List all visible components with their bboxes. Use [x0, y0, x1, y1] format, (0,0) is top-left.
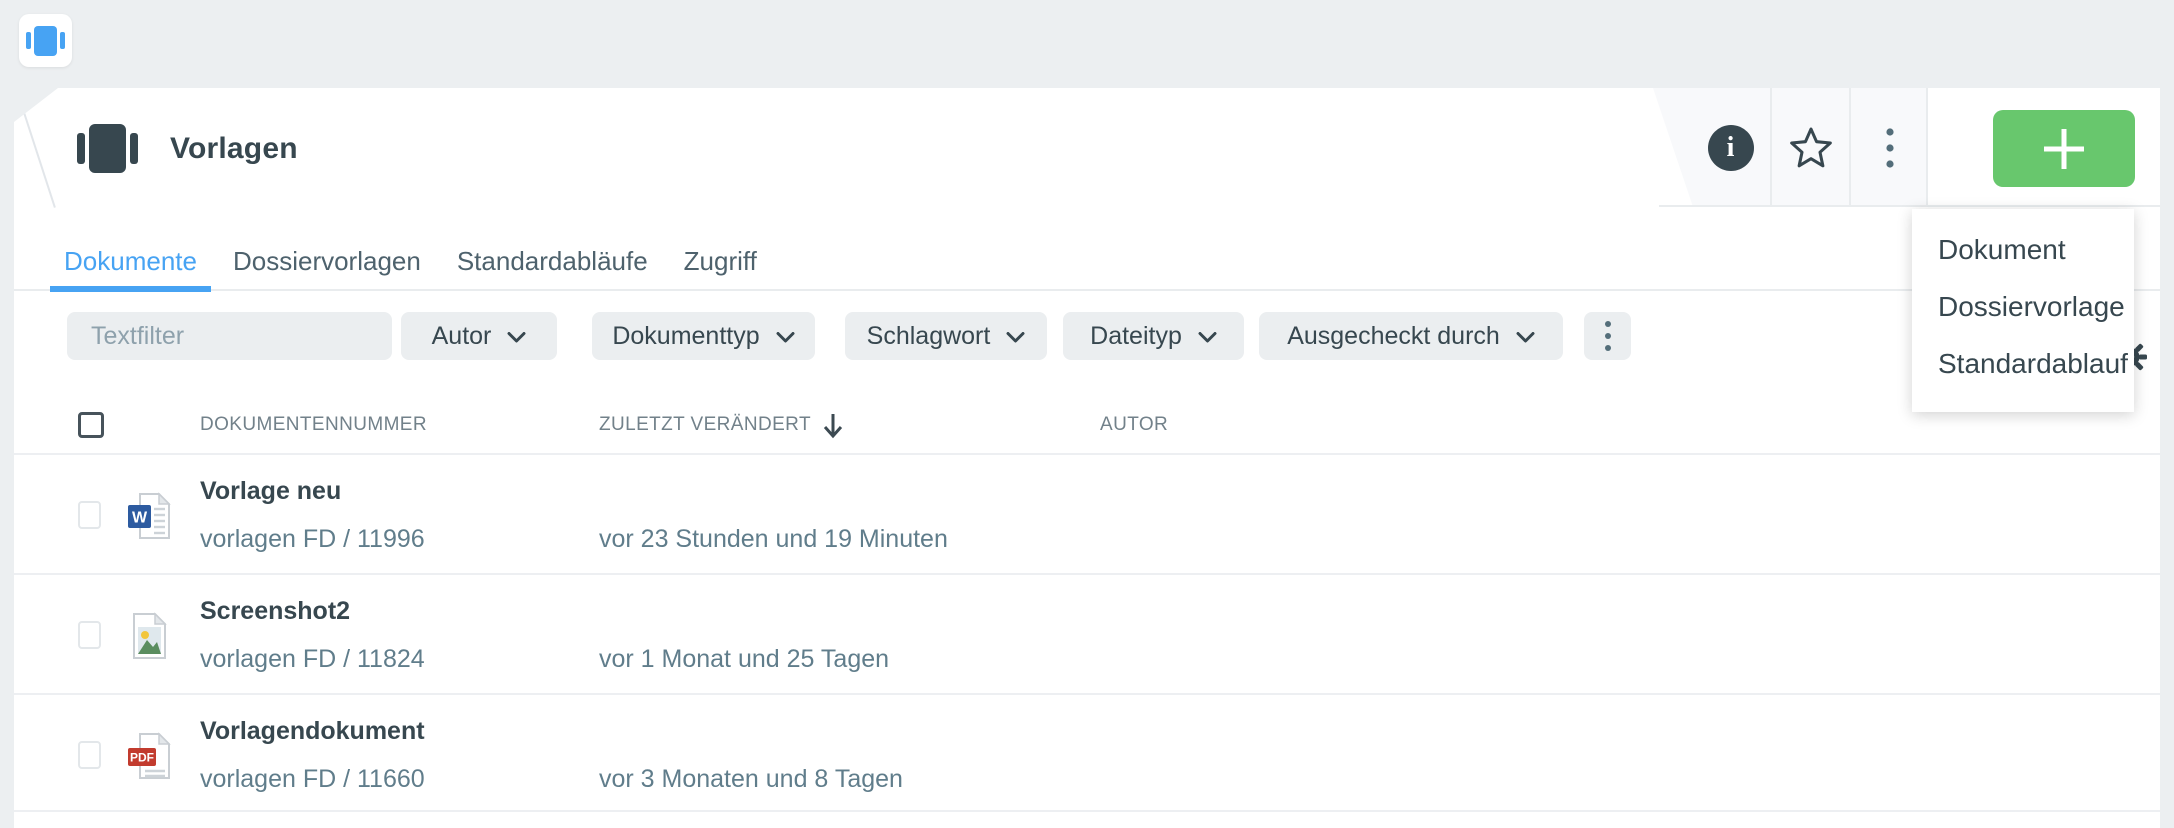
table-row[interactable]: Screenshot2 vorlagen FD / 11824 vor 1 Mo… [14, 575, 2160, 695]
menu-item-dossiervorlage[interactable]: Dossiervorlage [1938, 291, 2125, 322]
filter-bar: Autor Dokumenttyp Schlagwort Dateityp Au… [14, 312, 2160, 360]
last-modified: vor 3 Monaten und 8 Tagen [599, 765, 903, 793]
filter-ausgecheckt-durch[interactable]: Ausgecheckt durch [1259, 312, 1563, 360]
add-context-menu: Dokument Dossiervorlage Standardablauf [1912, 209, 2134, 412]
chevron-down-icon [507, 332, 526, 343]
row-checkbox[interactable] [78, 501, 101, 529]
filter-more-button[interactable] [1584, 312, 1631, 360]
document-number: vorlagen FD / 11996 [200, 525, 425, 553]
chevron-down-icon [1006, 332, 1025, 343]
sort-desc-icon [823, 414, 843, 439]
kebab-icon [1885, 127, 1894, 168]
action-strip: i [1653, 88, 1928, 207]
menu-item-dokument[interactable]: Dokument [1938, 234, 2066, 265]
tab-dokumente[interactable]: Dokumente [50, 233, 211, 292]
table-header: DOKUMENTENNUMMER ZULETZT VERÄNDERT AUTOR [14, 395, 2160, 455]
chevron-down-icon [1198, 332, 1217, 343]
tab-standardablaeufe[interactable]: Standardabläufe [456, 246, 648, 276]
plus-icon [2044, 128, 2084, 169]
chevron-down-icon [1516, 332, 1535, 343]
filter-dokumenttyp-label: Dokumenttyp [612, 321, 760, 350]
page-title: Vorlagen [170, 131, 298, 165]
filter-dokumenttyp[interactable]: Dokumenttyp [592, 312, 815, 360]
pdf-file-icon: PDF [126, 731, 172, 786]
filter-ausgecheckt-label: Ausgecheckt durch [1287, 321, 1500, 350]
column-label: ZULETZT VERÄNDERT [599, 414, 811, 435]
templates-icon [73, 124, 142, 173]
menu-item-standardablauf[interactable]: Standardablauf [1938, 348, 2128, 379]
strip-slant-divider [15, 88, 56, 208]
filter-autor[interactable]: Autor [401, 312, 557, 360]
page-header: Vorlagen [73, 124, 298, 173]
tab-dossiervorlagen[interactable]: Dossiervorlagen [232, 246, 421, 276]
chevron-down-icon [776, 332, 795, 343]
document-title[interactable]: Vorlagendokument [200, 717, 425, 745]
document-number: vorlagen FD / 11824 [200, 645, 425, 673]
word-file-icon: W [126, 491, 172, 546]
app-logo[interactable] [19, 14, 72, 67]
last-modified: vor 1 Monat und 25 Tagen [599, 645, 890, 673]
tab-bar: Dokumente Dossiervorlagen Standardabläuf… [14, 233, 2160, 292]
svg-text:PDF: PDF [130, 751, 154, 765]
toolbar-divider [1659, 205, 2160, 207]
star-icon [1789, 127, 1832, 167]
document-title[interactable]: Screenshot2 [200, 597, 351, 625]
filter-schlagwort-label: Schlagwort [866, 321, 991, 350]
table-row[interactable]: W Vorlage neu vorlagen FD / 11996 vor 23… [14, 455, 2160, 575]
kebab-icon [1604, 321, 1611, 351]
column-dokumentennummer[interactable]: DOKUMENTENNUMMER [200, 414, 428, 435]
favorite-button[interactable] [1770, 88, 1849, 207]
row-checkbox[interactable] [78, 621, 101, 649]
document-number: vorlagen FD / 11660 [200, 765, 425, 793]
info-icon: i [1707, 124, 1754, 171]
more-button[interactable] [1849, 88, 1928, 207]
filter-dateityp[interactable]: Dateityp [1063, 312, 1244, 360]
image-file-icon [126, 611, 172, 666]
row-checkbox[interactable] [78, 741, 101, 769]
filter-autor-label: Autor [431, 321, 492, 350]
text-filter-input[interactable] [67, 312, 392, 360]
filter-schlagwort[interactable]: Schlagwort [845, 312, 1047, 360]
info-button[interactable]: i [1691, 88, 1770, 207]
content-card: Vorlagen i Dokumente Dossierv [14, 88, 2160, 828]
filter-dateityp-label: Dateityp [1090, 321, 1182, 350]
svg-text:W: W [132, 510, 148, 527]
document-title[interactable]: Vorlage neu [200, 477, 342, 505]
tab-zugriff[interactable]: Zugriff [683, 246, 757, 276]
last-modified: vor 23 Stunden und 19 Minuten [599, 525, 948, 553]
column-zuletzt-veraendert[interactable]: ZULETZT VERÄNDERT [599, 409, 845, 441]
strip-divider [1926, 88, 1928, 207]
select-all-checkbox[interactable] [78, 412, 104, 438]
dossier-icon [23, 25, 68, 56]
add-button[interactable] [1993, 110, 2135, 187]
table-row[interactable]: PDF Vorlagendokument vorlagen FD / 11660… [14, 695, 2160, 812]
column-autor[interactable]: AUTOR [1100, 414, 1169, 435]
